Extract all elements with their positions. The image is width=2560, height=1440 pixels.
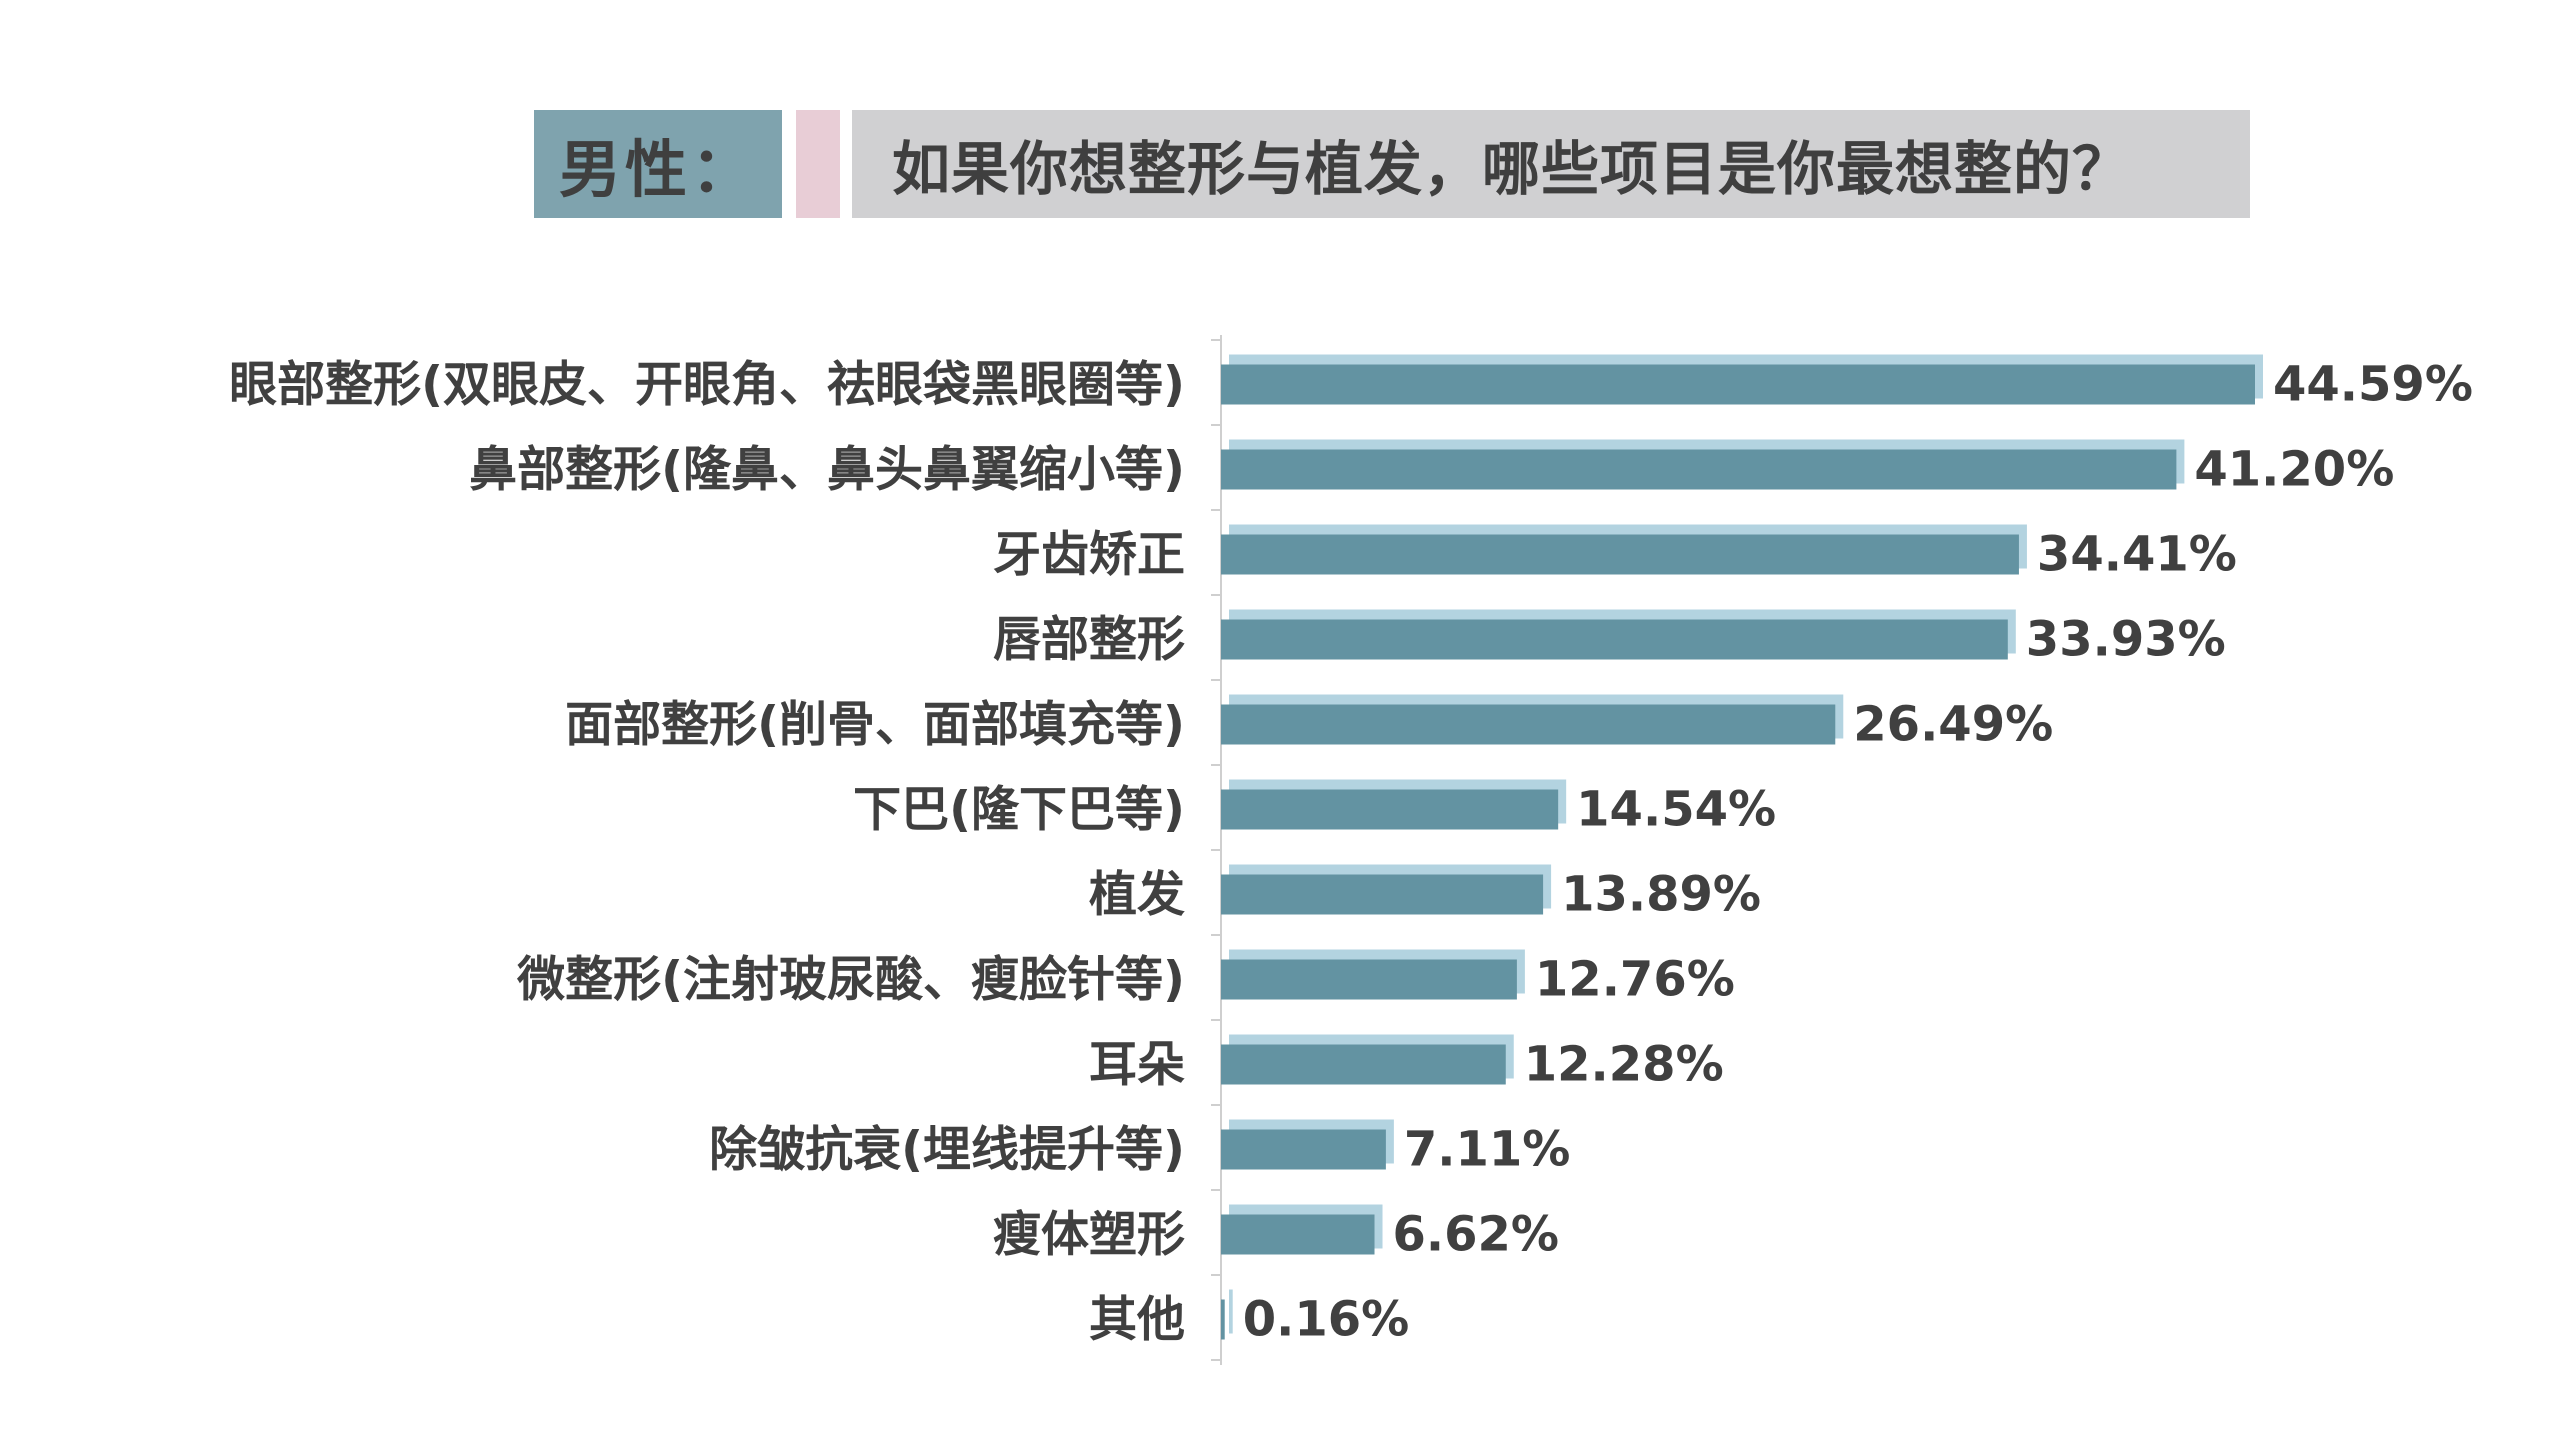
- bar: [1221, 874, 1544, 915]
- value-label: 33.93%: [2026, 612, 2226, 668]
- value-label: 44.59%: [2273, 357, 2473, 413]
- bar-shadow: [1229, 1289, 1233, 1334]
- value-label: 13.89%: [1561, 867, 1761, 923]
- value-label: 12.76%: [1535, 952, 1735, 1008]
- category-label: 除皱抗衰(埋线提升等): [709, 1122, 1185, 1178]
- gender-label: 男性：: [534, 110, 782, 218]
- category-label: 植发: [1089, 867, 1185, 923]
- bar: [1221, 364, 2255, 405]
- category-label: 瘦体塑形: [993, 1207, 1185, 1263]
- category-label: 鼻部整形(隆鼻、鼻头鼻翼缩小等): [469, 442, 1185, 498]
- value-label: 34.41%: [2037, 527, 2237, 583]
- category-label: 牙齿矫正: [993, 527, 1185, 583]
- value-label: 41.20%: [2194, 442, 2394, 498]
- bar: [1221, 789, 1559, 830]
- category-label: 微整形(注射玻尿酸、瘦脸针等): [516, 952, 1185, 1008]
- bar: [1221, 1044, 1506, 1085]
- bar: [1221, 449, 2177, 490]
- question-title: 如果你想整形与植发，哪些项目是你最想整的？: [852, 110, 2250, 218]
- bar: [1221, 704, 1836, 745]
- category-label: 唇部整形: [993, 612, 1185, 668]
- bar: [1221, 1299, 1225, 1340]
- value-label: 6.62%: [1393, 1207, 1560, 1263]
- header-accent-bar: [796, 110, 840, 218]
- category-label: 耳朵: [1089, 1037, 1185, 1093]
- value-label: 14.54%: [1576, 782, 1776, 838]
- bar: [1221, 959, 1517, 1000]
- value-label: 7.11%: [1404, 1122, 1571, 1178]
- category-label: 其他: [1089, 1292, 1185, 1348]
- category-label: 面部整形(削骨、面部填充等): [565, 697, 1185, 753]
- value-label: 0.16%: [1243, 1292, 1410, 1348]
- bar: [1221, 534, 2019, 575]
- category-label: 下巴(隆下巴等): [853, 782, 1185, 838]
- value-label: 26.49%: [1853, 697, 2053, 753]
- category-label: 眼部整形(双眼皮、开眼角、祛眼袋黑眼圈等): [229, 357, 1185, 413]
- value-label: 12.28%: [1524, 1037, 1724, 1093]
- bar: [1221, 619, 2008, 660]
- bar: [1221, 1129, 1386, 1170]
- bar: [1221, 1214, 1375, 1255]
